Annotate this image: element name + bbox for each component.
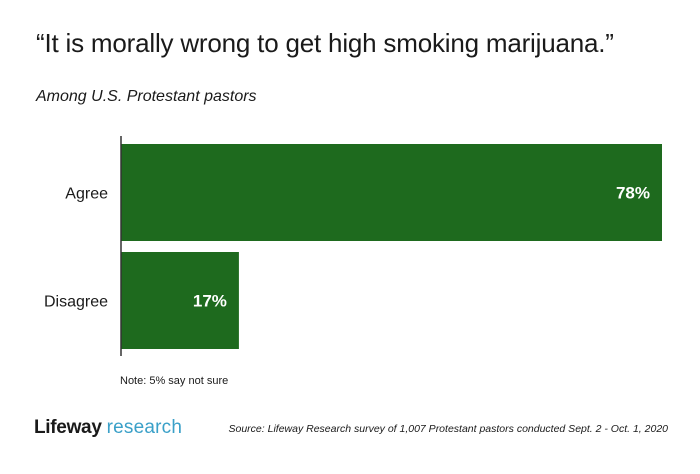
lifeway-research-logo: Lifeway research	[34, 417, 182, 439]
source-text: Source: Lifeway Research survey of 1,007…	[228, 423, 669, 435]
logo-sub: research	[106, 417, 183, 438]
bar-disagree	[121, 252, 239, 349]
category-label-disagree: Disagree	[44, 294, 108, 311]
logo-brand: Lifeway	[34, 417, 102, 438]
chart-subtitle: Among U.S. Protestant pastors	[36, 88, 257, 105]
value-label-disagree: 17%	[193, 292, 227, 311]
chart-title: “It is morally wrong to get high smoking…	[36, 28, 614, 58]
value-label-agree: 78%	[616, 184, 650, 203]
category-label-agree: Agree	[65, 186, 108, 203]
bar-agree	[121, 144, 662, 241]
note-text: Note: 5% say not sure	[120, 375, 229, 387]
